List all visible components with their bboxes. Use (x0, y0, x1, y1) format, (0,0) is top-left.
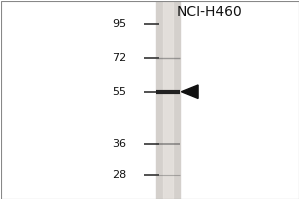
Polygon shape (182, 85, 198, 98)
Bar (163, 1, 173, 199)
Text: 36: 36 (112, 139, 126, 149)
Text: 95: 95 (112, 19, 126, 29)
Text: NCI-H460: NCI-H460 (177, 5, 243, 19)
Text: 72: 72 (112, 53, 126, 63)
Text: 55: 55 (112, 87, 126, 97)
Bar (156, 1, 180, 199)
Text: 28: 28 (112, 170, 126, 180)
